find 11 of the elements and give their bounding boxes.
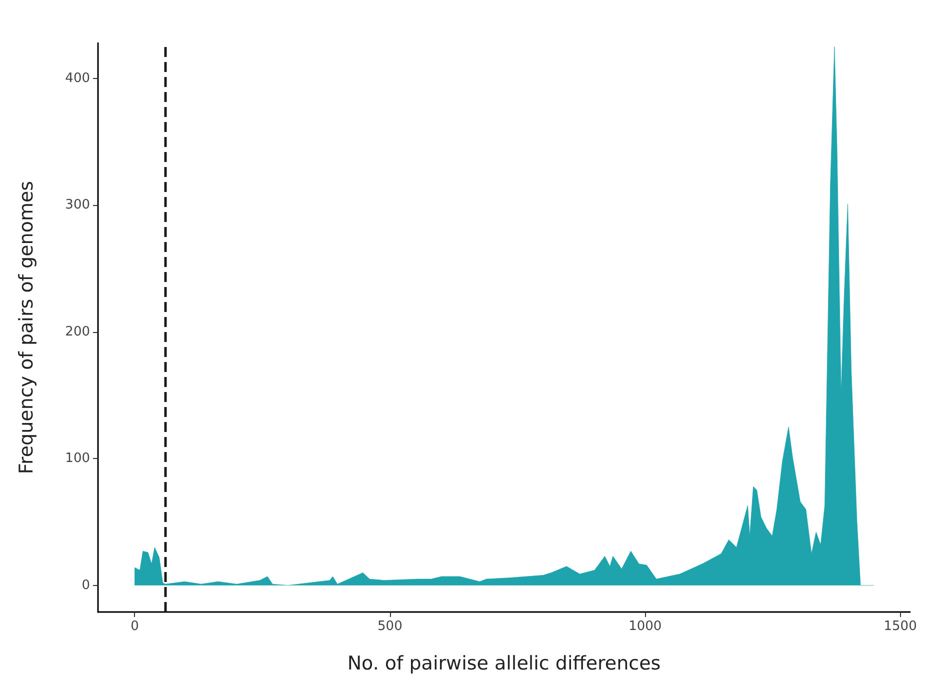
y-tick-label: 400 [65, 70, 90, 86]
y-tick-label: 100 [65, 451, 90, 466]
x-tick-label: 0 [130, 619, 139, 634]
y-tick-label: 300 [65, 198, 90, 213]
y-axis-title: Frequency of pairs of genomes [16, 180, 38, 474]
x-axis-title: No. of pairwise allelic differences [347, 652, 661, 674]
x-tick-label: 1000 [628, 619, 662, 634]
y-tick-label: 0 [82, 578, 90, 593]
x-tick-label: 1500 [884, 619, 917, 634]
x-tick-label: 500 [378, 619, 402, 634]
y-tick-label: 200 [65, 324, 90, 340]
